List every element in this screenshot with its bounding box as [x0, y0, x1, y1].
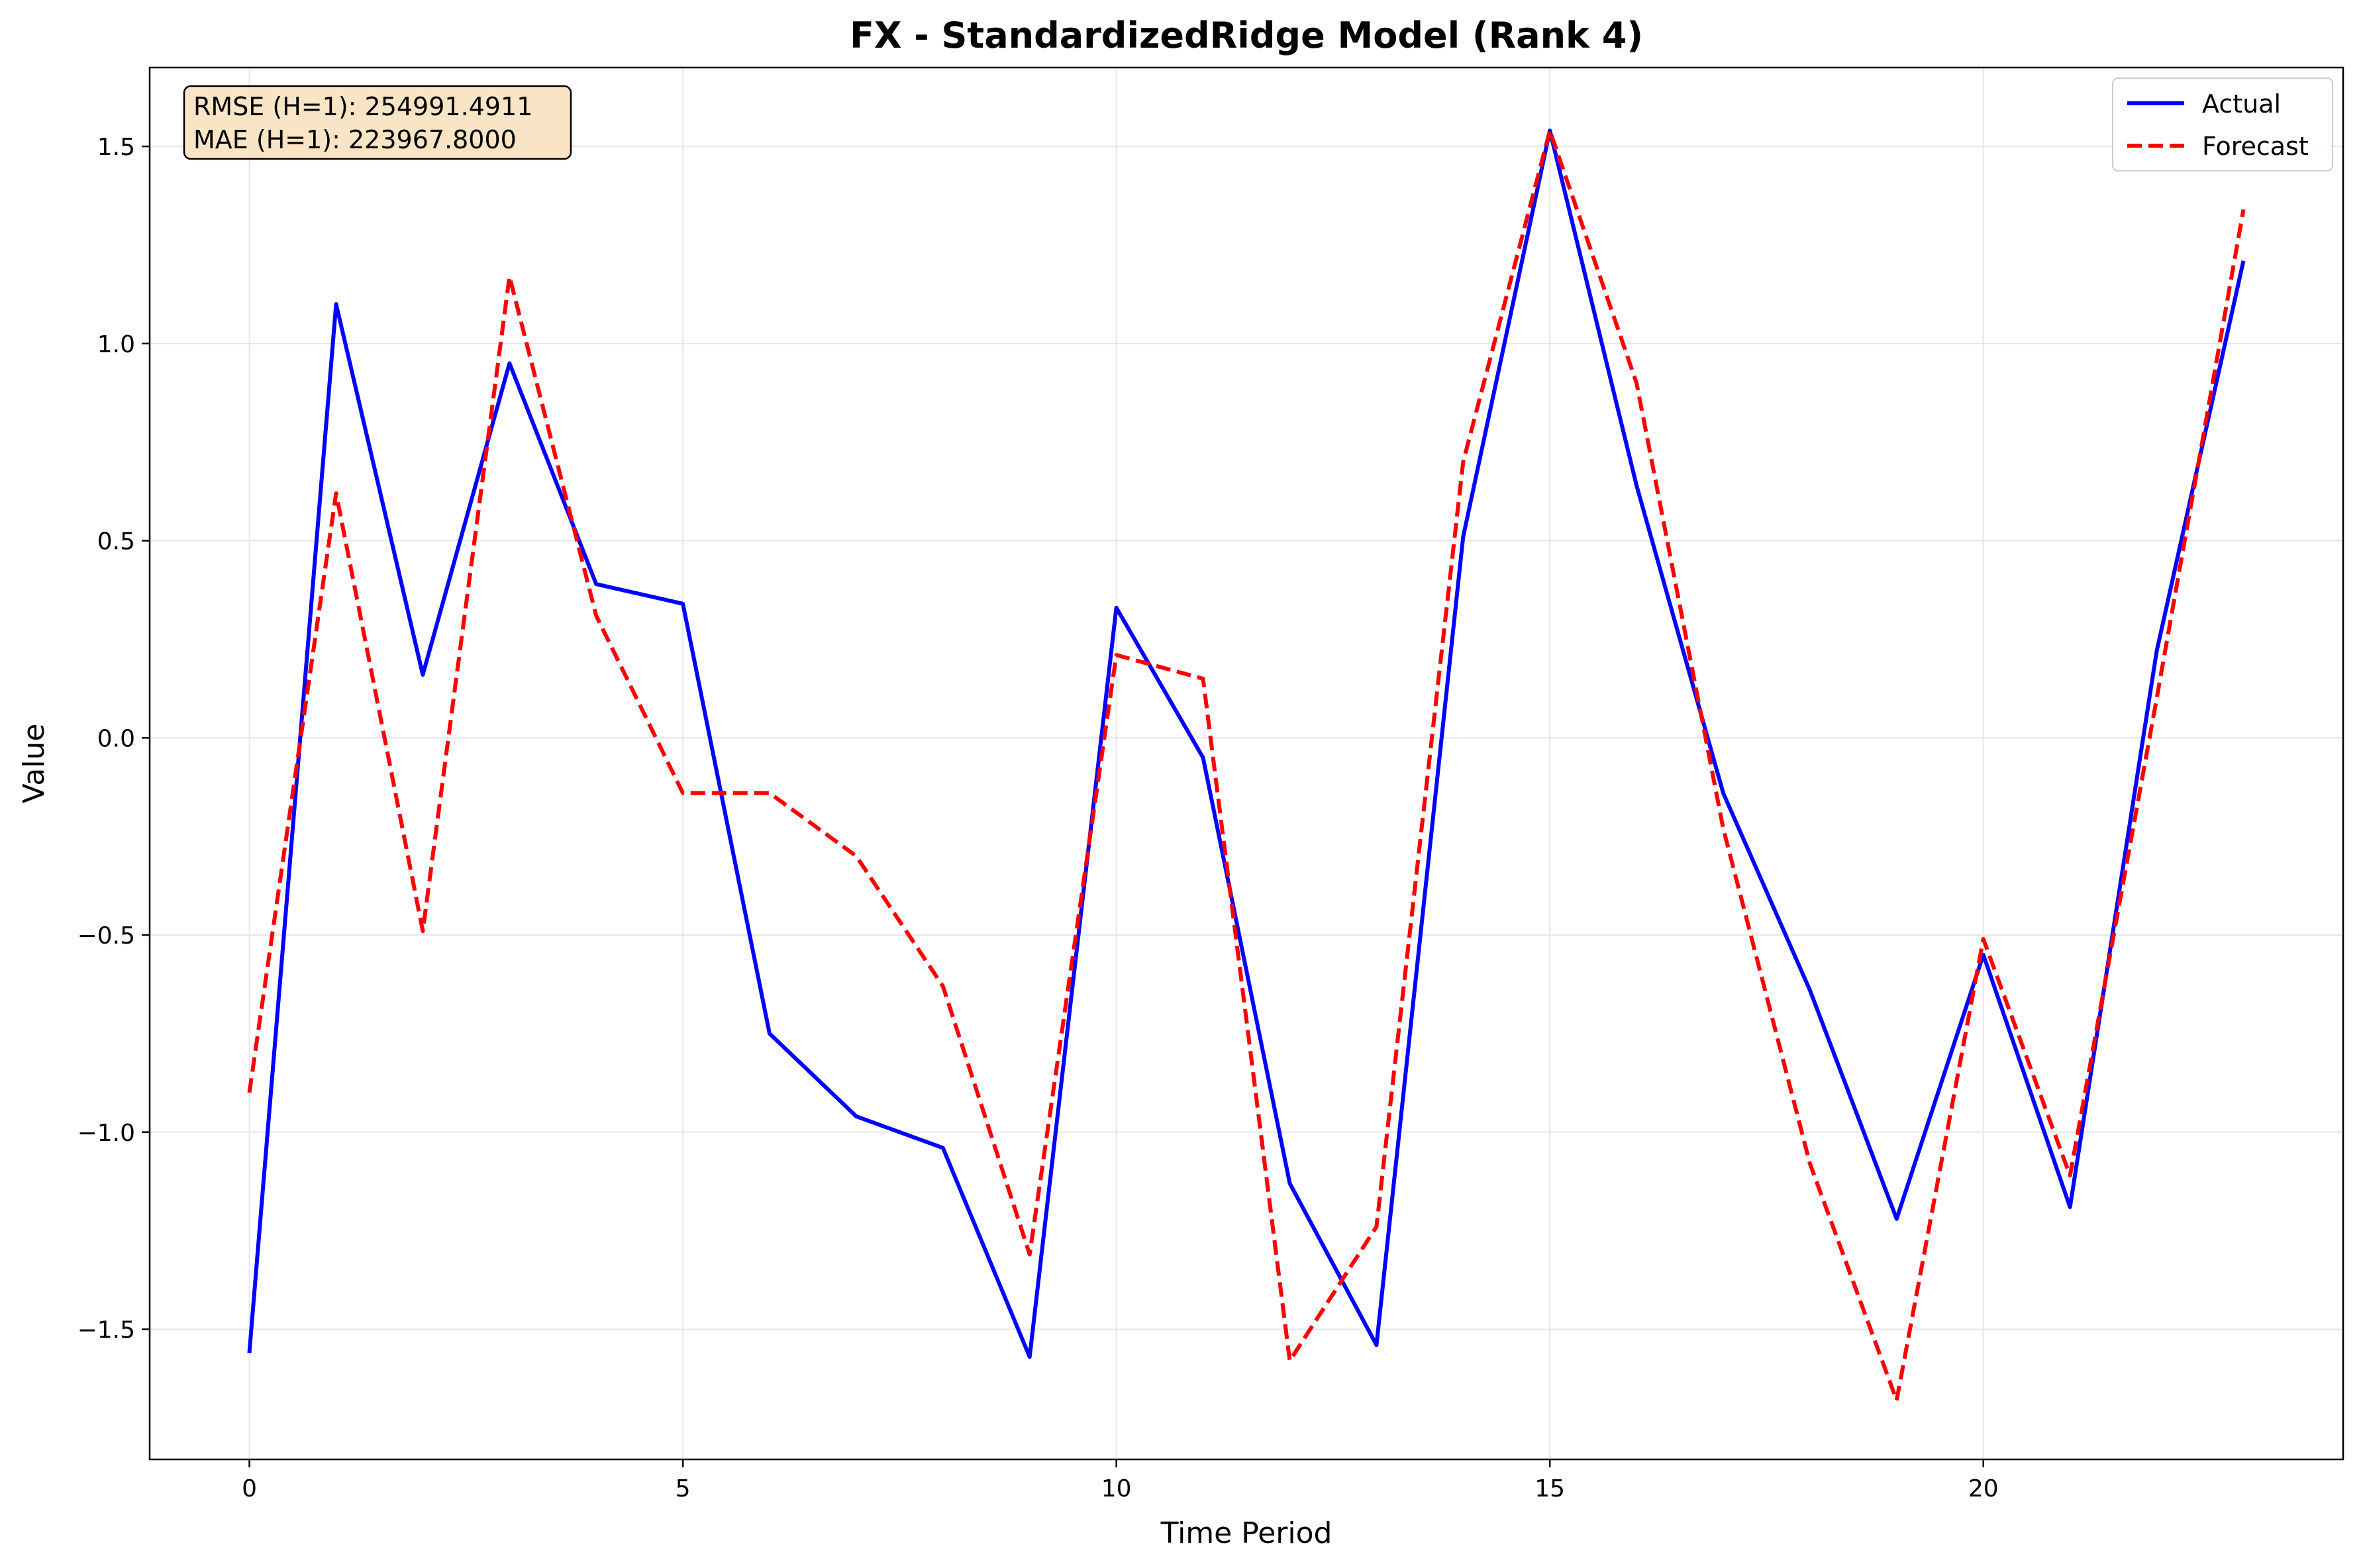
series-layer — [247, 128, 2246, 1402]
y-tick-label: −0.5 — [77, 922, 135, 950]
legend-label-forecast: Forecast — [2202, 132, 2309, 161]
x-tick-label: 5 — [676, 1475, 691, 1502]
legend-label-actual: Actual — [2202, 89, 2281, 119]
x-tick-label: 10 — [1101, 1475, 1132, 1502]
mae-annotation: MAE (H=1): 223967.8000 — [193, 125, 517, 154]
x-axis-label: Time Period — [1160, 1516, 1332, 1550]
x-tick-label: 0 — [242, 1475, 257, 1502]
x-tick-label: 15 — [1534, 1475, 1565, 1502]
chart-title: FX - StandardizedRidge Model (Rank 4) — [850, 15, 1643, 56]
y-tick-label: 0.0 — [97, 725, 135, 752]
series-line-actual — [247, 128, 2246, 1359]
y-tick-label: −1.0 — [77, 1120, 135, 1147]
x-axis: 0 5 10 15 20 — [242, 1459, 1999, 1502]
metrics-box-background — [183, 85, 572, 160]
x-tick-label: 20 — [1968, 1475, 1999, 1502]
y-axis-label: Value — [17, 724, 51, 804]
y-tick-label: 1.0 — [97, 331, 135, 358]
legend: Actual Forecast — [2112, 77, 2333, 172]
y-tick-label: 1.5 — [97, 134, 135, 161]
y-axis: −1.5 −1.0 −0.5 0.0 0.5 1.0 1.5 — [77, 134, 150, 1344]
y-tick-label: 0.5 — [97, 528, 135, 556]
series-line-forecast — [247, 128, 2246, 1402]
y-tick-label: −1.5 — [77, 1316, 135, 1344]
rmse-annotation: RMSE (H=1): 254991.4911 — [193, 92, 532, 121]
metrics-box: RMSE (H=1): 254991.4911 MAE (H=1): 22396… — [183, 85, 572, 160]
plot-frame — [148, 66, 2344, 1461]
